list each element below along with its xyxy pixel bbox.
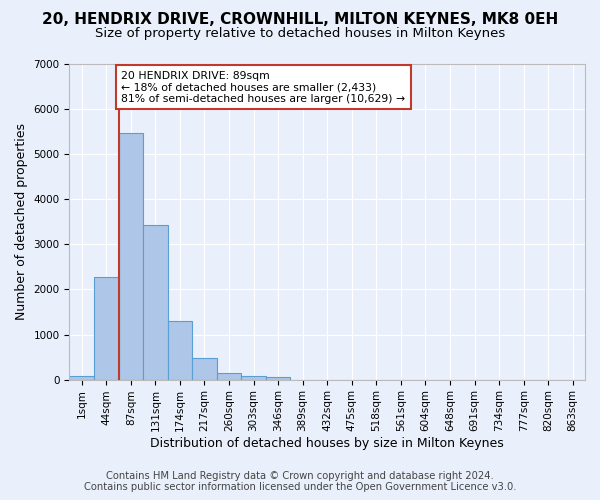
Bar [192, 358, 217, 380]
Bar [266, 378, 290, 380]
Bar [241, 376, 266, 380]
X-axis label: Distribution of detached houses by size in Milton Keynes: Distribution of detached houses by size … [151, 437, 504, 450]
Bar [70, 376, 94, 380]
Text: 20 HENDRIX DRIVE: 89sqm
← 18% of detached houses are smaller (2,433)
81% of semi: 20 HENDRIX DRIVE: 89sqm ← 18% of detache… [121, 71, 405, 104]
Bar [143, 224, 167, 380]
Bar [119, 134, 143, 380]
Text: Size of property relative to detached houses in Milton Keynes: Size of property relative to detached ho… [95, 28, 505, 40]
Bar [167, 321, 192, 380]
Bar [94, 278, 119, 380]
Text: Contains HM Land Registry data © Crown copyright and database right 2024.
Contai: Contains HM Land Registry data © Crown c… [84, 471, 516, 492]
Bar [217, 372, 241, 380]
Y-axis label: Number of detached properties: Number of detached properties [15, 124, 28, 320]
Text: 20, HENDRIX DRIVE, CROWNHILL, MILTON KEYNES, MK8 0EH: 20, HENDRIX DRIVE, CROWNHILL, MILTON KEY… [42, 12, 558, 28]
